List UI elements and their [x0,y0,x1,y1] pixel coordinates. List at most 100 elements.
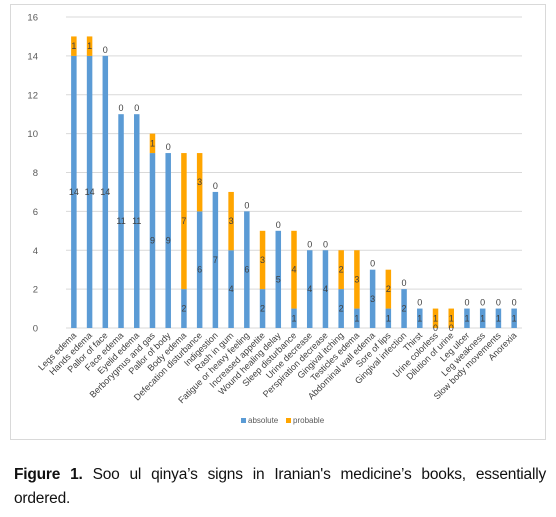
data-label-absolute: 11 [132,216,141,226]
data-label-absolute: 1 [496,313,501,323]
data-label-probable: 7 [181,216,186,226]
bar-absolute [401,289,407,328]
data-label-probable: 0 [512,298,517,308]
bar-probable [291,230,297,309]
data-label-absolute: 9 [150,236,155,246]
bar-probable [448,308,454,328]
bar-absolute [495,308,502,328]
bar-absolute [86,55,93,328]
data-label-probable: 0 [166,142,171,152]
bar-probable [385,269,392,309]
data-label-probable: 2 [339,265,344,275]
data-label-absolute: 7 [213,255,218,265]
data-label-probable: 0 [307,239,312,249]
data-label-probable: 1 [71,41,76,51]
data-label-absolute: 1 [512,313,517,323]
data-label-probable: 0 [480,298,485,308]
data-label-probable: 1 [449,313,454,323]
legend-label-absolute: absolute [248,416,279,425]
data-label-probable: 0 [134,103,139,113]
data-label-absolute: 14 [69,187,79,197]
caption-text: Soo ul qinya’s signs in Iranian's medici… [14,466,547,507]
bar-absolute [479,308,486,328]
data-label-absolute: 4 [229,284,234,294]
y-tick-label: 16 [27,13,38,24]
bar-absolute [511,308,517,328]
bar-absolute [134,114,140,328]
bar-absolute [118,114,124,328]
data-label-probable: 4 [291,265,296,275]
bar-absolute [417,308,423,328]
data-label-probable: 0 [370,259,375,269]
data-label-absolute: 9 [166,236,171,246]
legend-swatch-absolute [241,418,246,423]
bar-probable [432,308,439,328]
data-label-probable: 0 [213,181,218,191]
chart-frame: 0 2 4 6 8 10 12 14 16 14 1 Legs edema 14 1 Hands edema… [10,4,546,440]
y-tick-label: 6 [33,207,38,218]
bar-absolute [212,191,219,328]
data-label-probable: 3 [260,255,265,265]
y-tick-label: 8 [33,168,38,179]
data-label-absolute: 1 [464,313,469,323]
data-label-absolute: 2 [181,304,186,314]
data-label-probable: 3 [354,274,359,284]
bar-probable [71,36,77,56]
y-tick-label: 2 [33,285,38,296]
data-label-probable: 0 [464,298,469,308]
data-label-absolute: 3 [370,294,375,304]
bar-probable [196,153,203,212]
data-label-absolute: 11 [116,216,125,226]
bar-absolute [71,55,77,328]
data-label-probable: 0 [244,200,249,210]
data-label-absolute: 6 [197,265,202,275]
y-tick-label: 4 [33,246,38,257]
legend-swatch-probable [286,418,291,423]
bar-absolute [102,55,109,328]
bar-absolute [181,289,187,328]
data-label-absolute: 1 [417,313,422,323]
data-label-probable: 0 [323,239,328,249]
y-tick-label: 0 [33,324,38,335]
bar-absolute [149,153,156,328]
y-tick-label: 12 [27,90,38,101]
caption-label: Figure 1. [14,466,83,483]
bar-probable [228,191,234,251]
data-label-absolute: 6 [244,265,249,275]
data-label-absolute: 0 [449,323,454,333]
bar-absolute [464,308,470,328]
data-label-absolute: 0 [433,323,438,333]
figure-caption: Figure 1. Soo ul qinya’s signs in Irania… [14,463,546,511]
bar-probable [259,230,266,290]
bar-probable [86,36,93,56]
data-label-absolute: 4 [323,284,328,294]
bar-absolute [306,250,313,328]
data-label-probable: 3 [197,177,202,187]
bar-absolute [322,250,329,328]
data-label-probable: 2 [386,284,391,294]
bar-absolute [385,308,392,328]
data-label-absolute: 4 [307,284,312,294]
data-label-absolute: 14 [100,187,110,197]
y-tick-label: 10 [27,129,38,140]
bar-absolute [369,269,376,328]
data-label-probable: 1 [150,138,155,148]
bar-absolute [244,211,250,328]
data-label-probable: 0 [417,298,422,308]
data-label-absolute: 1 [291,313,296,323]
bar-absolute [228,250,234,328]
data-label-absolute: 14 [85,187,95,197]
data-label-absolute: 1 [354,313,359,323]
bar-probable [181,153,187,290]
data-label-probable: 0 [119,103,124,113]
bar-absolute [165,153,171,328]
data-label-absolute: 1 [480,313,485,323]
data-label-probable: 0 [276,220,281,230]
data-label-probable: 0 [103,45,108,55]
bar-absolute [291,308,297,328]
bar-absolute [338,289,344,328]
y-tick-label: 14 [27,51,38,62]
bar-absolute [354,308,360,328]
data-label-absolute: 5 [276,274,281,284]
